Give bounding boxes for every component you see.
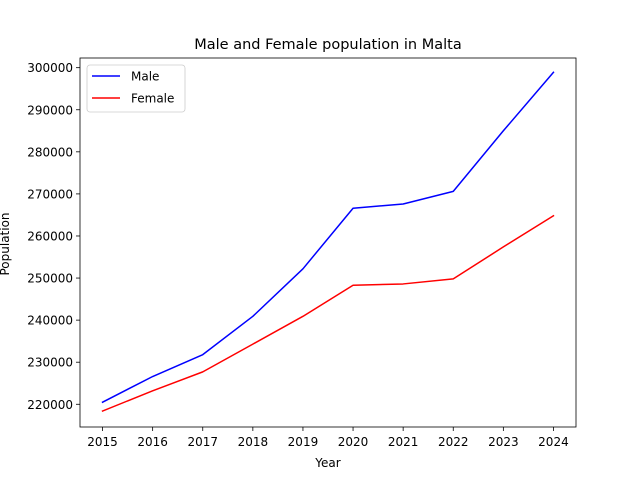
x-tick-label: 2019 [288,435,319,449]
x-tick-label: 2021 [388,435,419,449]
y-tick-label: 250000 [27,272,73,286]
x-tick-label: 2022 [438,435,469,449]
y-tick-label: 220000 [27,398,73,412]
chart-title: Male and Female population in Malta [194,37,461,53]
x-tick-label: 2020 [338,435,369,449]
x-tick-label: 2018 [238,435,269,449]
x-axis-label: Year [314,456,340,470]
y-tick-label: 230000 [27,356,73,370]
x-tick-label: 2024 [538,435,569,449]
y-tick-label: 280000 [27,145,73,159]
legend-label-male: Male [131,70,159,84]
axes-frame [79,57,577,428]
x-tick-label: 2017 [187,435,218,449]
plot-area: 2015 2016 2017 2018 2019 2020 2021 2022 2023 2024… [27,57,577,449]
x-tick-label: 2015 [87,435,118,449]
legend-label-female: Female [131,92,174,106]
series-line-male [101,71,555,404]
x-tick-label: 2023 [488,435,519,449]
y-axis-label: Population [0,212,12,275]
y-tick-label: 300000 [27,61,73,75]
y-tick-label: 270000 [27,187,73,201]
series-line-female [101,214,555,412]
y-tick-label: 240000 [27,314,73,328]
x-tick-label: 2016 [137,435,168,449]
y-tick-label: 290000 [27,103,73,117]
y-tick-label: 260000 [27,229,73,243]
